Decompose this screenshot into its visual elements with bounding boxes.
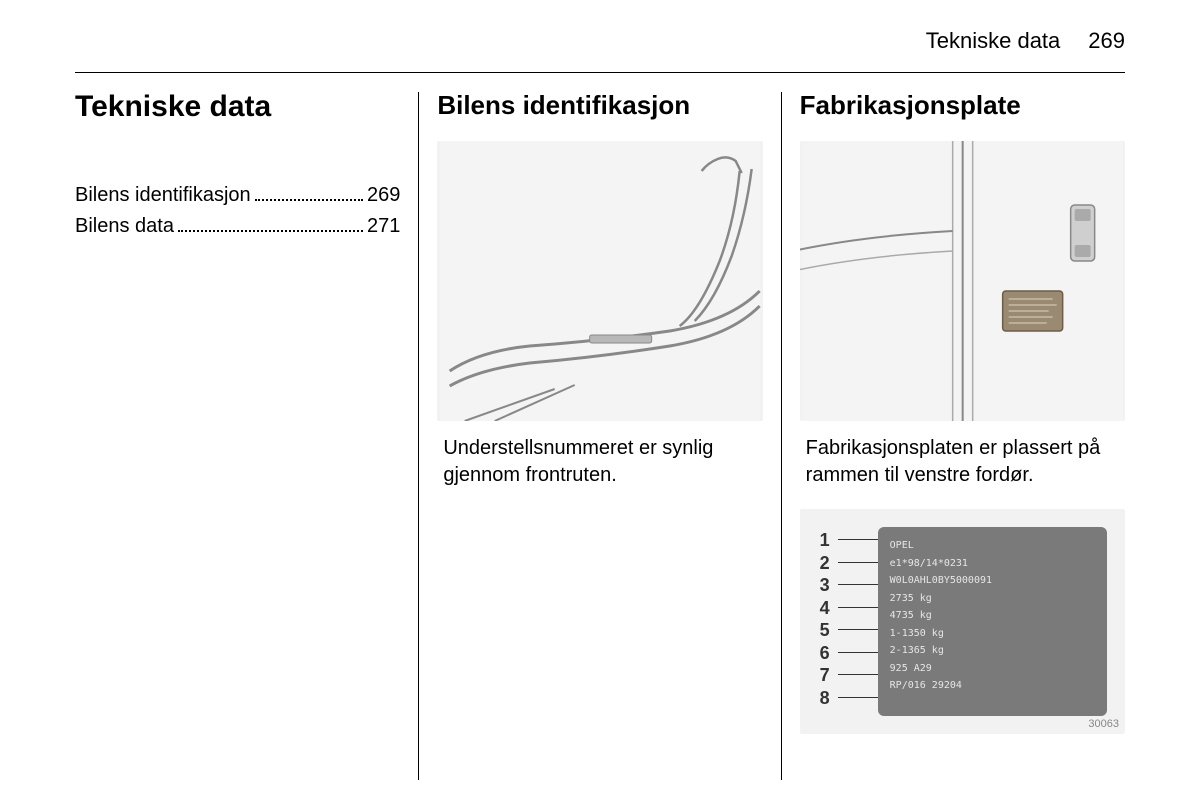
plate-lead-line bbox=[838, 539, 878, 540]
toc-entry: Bilens data 271 bbox=[75, 215, 400, 238]
plate-callout-numbers: 12345678 bbox=[820, 529, 830, 709]
toc-entry: Bilens identifikasjon 269 bbox=[75, 184, 400, 207]
plate-data-line: W0L0AHL0BY5000091 bbox=[890, 572, 1095, 590]
plate-callout-number: 6 bbox=[820, 642, 830, 665]
plate-data-box: OPELe1*98/14*0231W0L0AHL0BY50000912735 k… bbox=[878, 527, 1107, 716]
plate-lead-line bbox=[838, 697, 878, 698]
plate-callout-number: 7 bbox=[820, 664, 830, 687]
doorframe-svg bbox=[800, 141, 1125, 421]
plate-callout-number: 2 bbox=[820, 552, 830, 575]
content-columns: Tekniske data Bilens identifikasjon 269B… bbox=[75, 90, 1125, 782]
header-rule bbox=[75, 72, 1125, 73]
plate-lead-line bbox=[838, 652, 878, 653]
toc-leader-dots bbox=[178, 230, 363, 232]
plate-callout-number: 4 bbox=[820, 597, 830, 620]
plate-data-line: 1-1350 kg bbox=[890, 625, 1095, 643]
toc: Bilens identifikasjon 269 Bilens data 271 bbox=[75, 184, 400, 238]
section-title-plate: Fabrikasjonsplate bbox=[800, 90, 1125, 121]
illustration-id: 30063 bbox=[1088, 718, 1119, 730]
toc-label: Bilens data bbox=[75, 215, 174, 238]
plate-data-line: e1*98/14*0231 bbox=[890, 555, 1095, 573]
vin-description: Understellsnummeret er synlig gjennom fr… bbox=[437, 435, 762, 489]
plate-data-line: OPEL bbox=[890, 537, 1095, 555]
plate-callout-number: 3 bbox=[820, 574, 830, 597]
toc-label: Bilens identifikasjon bbox=[75, 184, 251, 207]
plate-callout-number: 8 bbox=[820, 687, 830, 710]
plate-data-line: 925 A29 bbox=[890, 660, 1095, 678]
plate-data-line: 4735 kg bbox=[890, 607, 1095, 625]
plate-location-description: Fabrikasjonsplaten er plassert på rammen… bbox=[800, 435, 1125, 489]
header-page-number: 269 bbox=[1088, 28, 1125, 54]
section-title-identification: Bilens identifikasjon bbox=[437, 90, 762, 121]
toc-leader-dots bbox=[255, 199, 363, 201]
chapter-title: Tekniske data bbox=[75, 90, 400, 124]
column-3: Fabrikasjonsplate Fabrikasjonsplate bbox=[782, 90, 1125, 782]
plate-callout-number: 5 bbox=[820, 619, 830, 642]
toc-page: 271 bbox=[367, 215, 400, 238]
plate-lead-line bbox=[838, 629, 878, 630]
plate-callout-number: 1 bbox=[820, 529, 830, 552]
plate-lead-line bbox=[838, 584, 878, 585]
door-frame-illustration bbox=[800, 141, 1125, 421]
plate-detail-illustration: 12345678 OPELe1*98/14*0231W0L0AHL0BY5000… bbox=[800, 509, 1125, 734]
column-1: Tekniske data Bilens identifikasjon 269B… bbox=[75, 90, 418, 782]
plate-data-line: 2-1365 kg bbox=[890, 642, 1095, 660]
windshield-svg bbox=[437, 141, 762, 421]
column-2: Bilens identifikasjon Understellsnummere… bbox=[419, 90, 780, 782]
page-header: Tekniske data 269 bbox=[75, 28, 1125, 54]
plate-lead-line bbox=[838, 562, 878, 563]
header-section: Tekniske data bbox=[926, 28, 1061, 54]
plate-data-line: RP/016 29204 bbox=[890, 677, 1095, 695]
toc-page: 269 bbox=[367, 184, 400, 207]
windshield-vin-illustration bbox=[437, 141, 762, 421]
plate-lead-line bbox=[838, 674, 878, 675]
plate-lead-line bbox=[838, 607, 878, 608]
plate-data-line: 2735 kg bbox=[890, 590, 1095, 608]
